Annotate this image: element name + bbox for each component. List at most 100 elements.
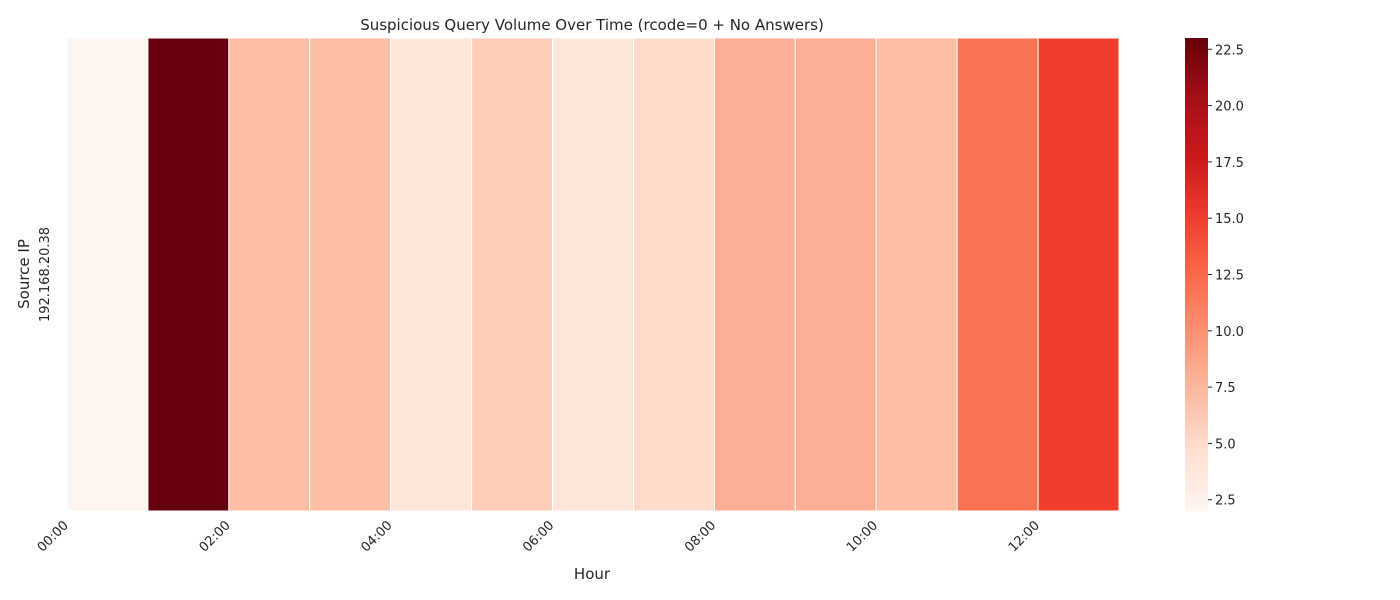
x-tick-label: 12:00	[1006, 518, 1043, 555]
colorbar-segment	[1185, 41, 1208, 47]
colorbar-segment	[1185, 61, 1208, 67]
colorbar-segment	[1185, 286, 1208, 291]
colorbar-segment	[1185, 120, 1208, 126]
colorbar-segment	[1185, 73, 1208, 79]
colorbar-segment	[1185, 294, 1208, 299]
heatmap-cell	[875, 37, 958, 512]
heatmap-cell	[794, 37, 877, 512]
colorbar-segment	[1185, 487, 1208, 492]
colorbar-segment	[1185, 69, 1208, 75]
colorbar-segment	[1185, 325, 1208, 331]
colorbar-segment	[1185, 298, 1208, 303]
heatmap-cell	[390, 37, 473, 512]
colorbar-segment	[1185, 250, 1208, 256]
x-tick-label: 06:00	[520, 518, 557, 555]
colorbar-segment	[1185, 345, 1208, 350]
heatmap-cell	[1037, 37, 1120, 512]
colorbar-segment	[1185, 376, 1208, 382]
colorbar-segment	[1185, 246, 1208, 252]
colorbar-segment	[1185, 432, 1208, 437]
colorbar-segment	[1185, 105, 1208, 110]
colorbar-segment	[1185, 128, 1208, 134]
colorbar-segment	[1185, 499, 1208, 504]
heatmap-cell	[147, 37, 230, 512]
colorbar-segment	[1185, 266, 1208, 272]
colorbar-tick-label: 12.5	[1215, 269, 1244, 284]
colorbar-segment	[1185, 467, 1208, 473]
colorbar-segment	[1185, 459, 1208, 465]
colorbar-segment	[1185, 282, 1208, 287]
colorbar-segment	[1185, 495, 1208, 500]
colorbar-segment	[1185, 440, 1208, 445]
colorbar-segment	[1185, 152, 1208, 157]
heatmap-cell	[228, 37, 311, 512]
colorbar-segment	[1185, 278, 1208, 283]
colorbar-segment	[1185, 148, 1208, 153]
colorbar-segment	[1185, 400, 1208, 406]
colorbar-segment	[1185, 172, 1208, 177]
colorbar-segment	[1185, 175, 1208, 181]
colorbar-segment	[1185, 183, 1208, 189]
colorbar-segment	[1185, 313, 1208, 319]
colorbar-segment	[1185, 85, 1208, 90]
colorbar-segment	[1185, 215, 1208, 220]
colorbar-segment	[1185, 140, 1208, 146]
y-axis-label: Source IP	[15, 239, 33, 309]
y-tick-label: 192.168.20.38	[38, 227, 53, 322]
colorbar-tick-label: 17.5	[1215, 156, 1244, 171]
colorbar-segment	[1185, 97, 1208, 102]
colorbar-segment	[1185, 373, 1208, 378]
colorbar-segment	[1185, 168, 1208, 173]
colorbar-segment	[1185, 49, 1208, 55]
heatmap-cell	[713, 37, 796, 512]
colorbar-segment	[1185, 333, 1208, 339]
colorbar-segment	[1185, 219, 1208, 224]
colorbar-segment	[1185, 369, 1208, 374]
x-axis-label: Hour	[574, 565, 611, 583]
colorbar-segment	[1185, 108, 1208, 114]
colorbar-segment	[1185, 428, 1208, 433]
colorbar-segment	[1185, 479, 1208, 485]
colorbar-segment	[1185, 455, 1208, 461]
colorbar-segment	[1185, 404, 1208, 410]
colorbar-segment	[1185, 160, 1208, 165]
colorbar-segment	[1185, 365, 1208, 370]
colorbar-segment	[1185, 416, 1208, 421]
colorbar-segment	[1185, 507, 1208, 512]
colorbar-segment	[1185, 321, 1208, 327]
colorbar-segment	[1185, 436, 1208, 441]
colorbar-segment	[1185, 207, 1208, 213]
colorbar-segment	[1185, 124, 1208, 130]
colorbar-segment	[1185, 424, 1208, 429]
colorbar-segment	[1185, 45, 1208, 51]
colorbar-segment	[1185, 156, 1208, 161]
colorbar-segment	[1185, 388, 1208, 394]
colorbar-segment	[1185, 187, 1208, 193]
colorbar-segment	[1185, 227, 1208, 232]
colorbar-segment	[1185, 290, 1208, 295]
colorbar-segment	[1185, 239, 1208, 244]
colorbar-segment	[1185, 483, 1208, 488]
heatmap-cell	[956, 37, 1039, 512]
colorbar-segment	[1185, 503, 1208, 508]
heatmap-cell	[66, 37, 149, 512]
colorbar-segment	[1185, 408, 1208, 414]
colorbar-tick-label: 20.0	[1215, 100, 1244, 115]
x-tick-label: 00:00	[35, 518, 72, 555]
colorbar-segment	[1185, 491, 1208, 496]
colorbar-tick-label: 2.5	[1215, 494, 1236, 509]
colorbar-segment	[1185, 262, 1208, 268]
colorbar-segment	[1185, 211, 1208, 216]
colorbar-segment	[1185, 306, 1208, 311]
colorbar-segment	[1185, 475, 1208, 481]
colorbar-segment	[1185, 309, 1208, 315]
colorbar-segment	[1185, 242, 1208, 248]
colorbar-segment	[1185, 77, 1208, 82]
colorbar-segment	[1185, 447, 1208, 453]
colorbar-segment	[1185, 302, 1208, 307]
colorbar-segment	[1185, 101, 1208, 106]
colorbar-segment	[1185, 451, 1208, 457]
colorbar-segment	[1185, 443, 1208, 449]
colorbar-segment	[1185, 195, 1208, 201]
